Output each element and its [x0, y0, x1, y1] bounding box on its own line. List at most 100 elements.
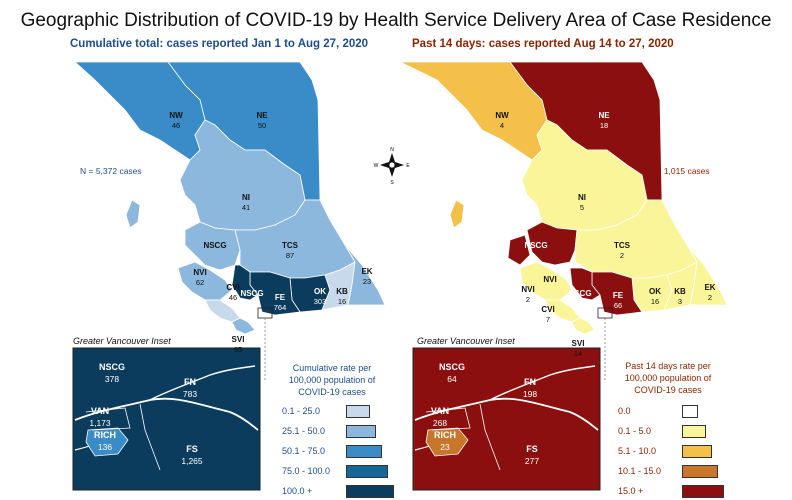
region-code-label: EK: [361, 267, 372, 276]
region-value-label: 23: [363, 277, 371, 286]
left-inset-water: [74, 397, 259, 431]
region-value-label: 2: [526, 295, 530, 304]
left-region-nvi: [177, 261, 233, 301]
legend-item: 15.0 +: [618, 484, 758, 498]
left-inset-van-boundary: [85, 407, 131, 431]
compass-e: E: [406, 163, 410, 169]
legend-item: 25.1 - 50.0: [282, 424, 422, 438]
legend-label: 25.1 - 50.0: [282, 426, 326, 436]
region-value-label: 18: [600, 121, 608, 130]
region-value-label: 87: [286, 251, 294, 260]
legend-item: 10.1 - 15.0: [618, 464, 758, 478]
legend-swatch: [346, 425, 376, 438]
region-code-label: TCS: [614, 241, 631, 250]
left-region-svi: [231, 317, 256, 335]
region-code-label: KB: [674, 287, 686, 296]
left-region-nscg-south: [231, 264, 259, 301]
region-value-label: 268: [433, 418, 447, 428]
legend-item: 75.0 - 100.0: [282, 464, 422, 478]
legend-swatch: [682, 425, 706, 438]
legend-swatch: [346, 485, 394, 498]
left-inset-rich: [85, 427, 129, 457]
right-region-haida-gwaii: [449, 199, 465, 229]
region-value-label: 41: [242, 203, 250, 212]
legend-item: 50.1 - 75.0: [282, 444, 422, 458]
legend-swatch: [682, 405, 698, 418]
legend-label: 5.1 - 10.0: [618, 446, 657, 456]
legend-label: 0.1 - 25.0: [282, 406, 321, 416]
left-region-ek: [344, 244, 386, 306]
left-legend-title: Cumulative rate per 100,000 population o…: [288, 363, 376, 397]
region-code-label: TCS: [282, 241, 299, 250]
left-inset-title: Greater Vancouver Inset: [73, 336, 171, 346]
left-province-map: [73, 61, 386, 382]
legend-swatch: [682, 465, 718, 478]
right-case-count: N = 1,015 cases: [648, 166, 710, 176]
legend-item: 5.1 - 10.0: [618, 444, 758, 458]
right-region-nscg-south: [569, 267, 601, 301]
region-code-label: NSCG: [203, 241, 226, 250]
legend-item: 0.1 - 5.0: [618, 424, 758, 438]
region-value-label: 378: [105, 374, 119, 384]
region-code-label: NVI: [193, 268, 206, 277]
region-code-label: NSCG: [439, 362, 465, 372]
region-code-label: FS: [526, 444, 538, 454]
legend-label: 10.1 - 15.0: [618, 466, 662, 476]
right-inset-title: Greater Vancouver Inset: [417, 336, 515, 346]
region-code-label: RICH: [434, 430, 456, 440]
legend-item: 0.0: [618, 404, 758, 418]
right-inset-labels: NSCG 64 FN 198 VAN 268 RICH 23 FS 277: [431, 362, 540, 466]
legend-label: 100.0 +: [282, 486, 313, 496]
region-value-label: 5: [580, 203, 584, 212]
right-region-nvi: [507, 234, 531, 266]
region-code-label: EK: [704, 283, 715, 292]
region-code-label: NSCG: [240, 289, 263, 298]
region-value-label: 2: [620, 251, 624, 260]
left-map-subtitle: Cumulative total: cases reported Jan 1 t…: [70, 38, 369, 50]
region-code-label: SVI: [572, 339, 585, 348]
region-value-label: 1,173: [89, 418, 111, 428]
region-code-label: RICH: [94, 430, 116, 440]
right-region-svi: [571, 317, 596, 335]
region-value-label: 65: [234, 345, 242, 354]
region-value-label: 764: [274, 303, 287, 312]
legend-swatch: [346, 445, 382, 458]
right-region-nscg: [526, 221, 578, 266]
region-value-label: 7: [546, 315, 550, 324]
region-code-label: KB: [336, 287, 348, 296]
region-code-label: SVI: [232, 335, 245, 344]
page-title: Geographic Distribution of COVID-19 by H…: [20, 10, 772, 31]
legend-swatch: [682, 485, 724, 498]
right-region-nvi2: [519, 261, 573, 301]
region-code-label: FN: [524, 377, 536, 387]
region-value-label: 1,265: [181, 456, 203, 466]
region-value-label: 23: [440, 442, 450, 452]
legend-label: 75.0 - 100.0: [282, 466, 331, 476]
region-value-label: 64: [447, 374, 457, 384]
region-code-label: NE: [256, 111, 268, 120]
legend-label: 50.1 - 75.0: [282, 446, 326, 456]
region-value-label: 50: [258, 121, 266, 130]
region-code-label: OK: [649, 287, 661, 296]
region-code-label: NVI: [521, 285, 534, 294]
region-code-label: NSCG: [568, 289, 591, 298]
region-value-label: 303: [314, 297, 327, 306]
region-value-label: 62: [196, 278, 204, 287]
region-value-label: 4: [500, 121, 504, 130]
right-inset: [412, 347, 601, 491]
region-code-label: FE: [275, 293, 286, 302]
compass-w: W: [374, 163, 379, 169]
right-region-ek: [686, 244, 728, 306]
region-code-label: NW: [495, 111, 509, 120]
region-code-label: NI: [242, 193, 250, 202]
left-inset-labels: NSCG 378 FN 783 VAN 1,173 RICH 136 FS 1,265: [89, 362, 203, 466]
legend-item: 100.0 +: [282, 484, 422, 498]
left-inset: [72, 347, 261, 491]
region-code-label: CVI: [541, 305, 554, 314]
right-map-subtitle: Past 14 days: cases reported Aug 14 to 2…: [412, 38, 674, 50]
region-value-label: 46: [229, 293, 237, 302]
compass-n: N: [390, 147, 394, 153]
region-value-label: 46: [172, 121, 180, 130]
